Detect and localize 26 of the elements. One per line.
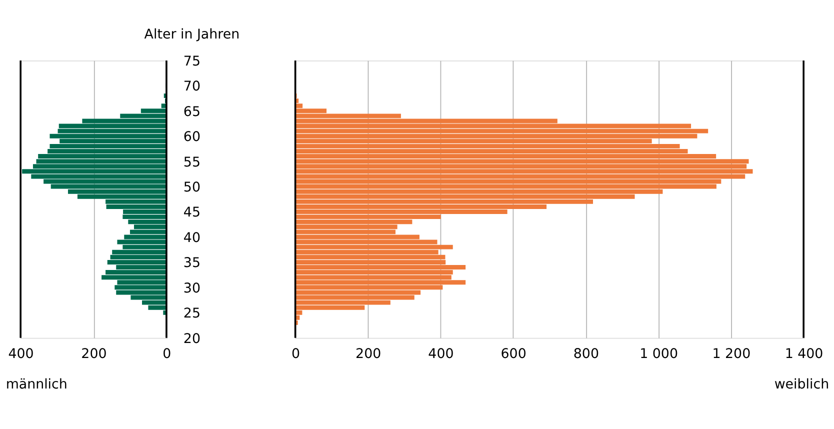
x-tick-label: 800 (573, 346, 599, 362)
x-tick-label: 200 (356, 346, 382, 362)
x-tick-label: 600 (500, 346, 526, 362)
x-tick-label: 1 400 (784, 346, 824, 362)
x-axis-title: weiblich (774, 377, 830, 392)
y-tick-label: 30 (183, 281, 200, 296)
y-tick-label: 45 (183, 206, 200, 221)
x-tick-label: 200 (81, 346, 107, 362)
x-tick-label: 400 (8, 346, 34, 362)
y-tick-label: 20 (183, 332, 200, 347)
y-tick-label: 40 (183, 230, 200, 246)
x-tick-label: 1 000 (640, 346, 678, 362)
x-tick-label: 1 200 (712, 346, 751, 362)
y-tick-label: 35 (183, 256, 200, 272)
y-tick-label: 65 (183, 104, 200, 120)
x-axis-title: männlich (6, 377, 68, 392)
y-tick-label: 70 (183, 80, 200, 95)
x-tick-label: 0 (291, 346, 300, 362)
x-tick-label: 0 (162, 346, 172, 362)
y-tick-label: 75 (183, 54, 200, 70)
y-axis-title: Alter in Jahren (144, 28, 240, 43)
y-tick-label: 25 (183, 306, 200, 322)
x-tick-label: 400 (428, 346, 454, 362)
y-tick-label: 55 (183, 155, 200, 170)
y-tick-label: 60 (183, 130, 200, 146)
y-tick-label: 50 (183, 180, 200, 196)
